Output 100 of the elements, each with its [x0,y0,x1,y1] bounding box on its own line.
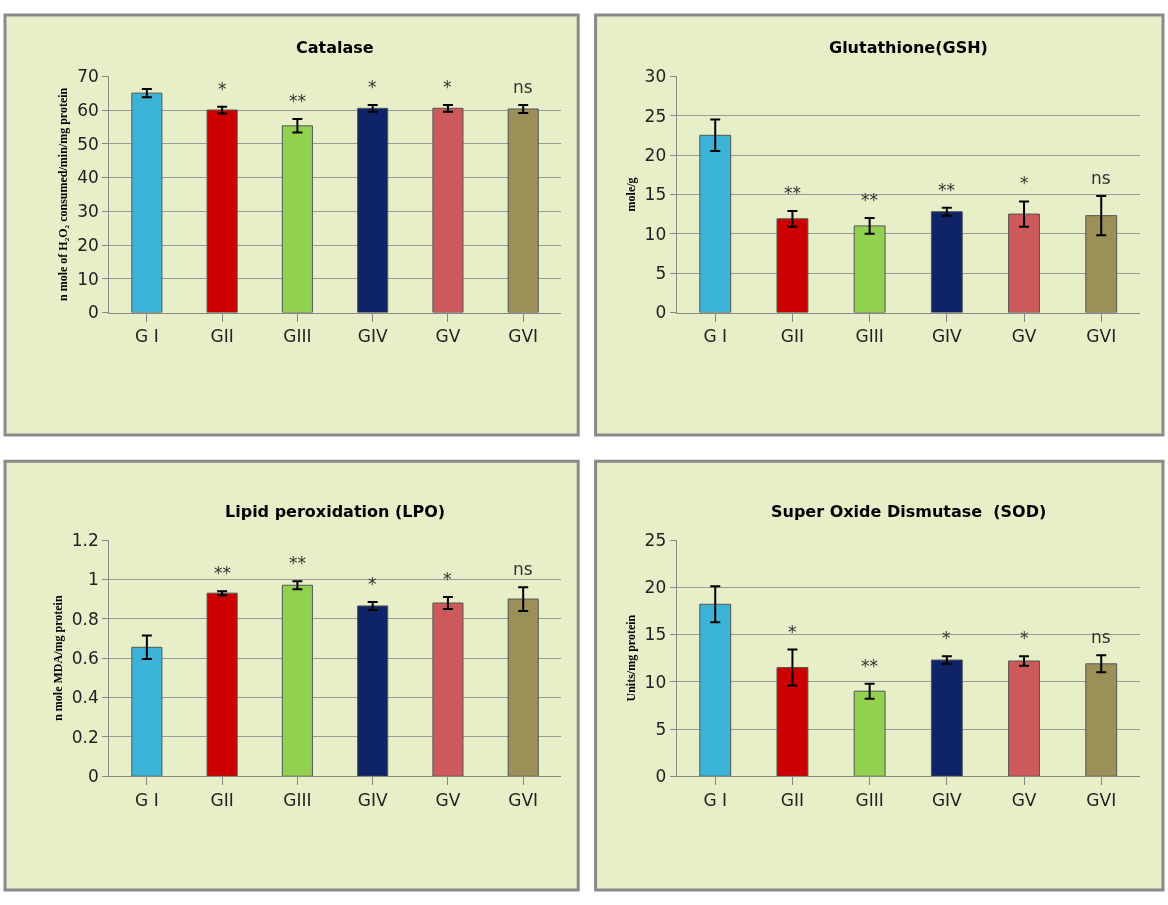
y-tick-label: 0.8 [71,608,99,629]
x-tick-label: GII [780,325,805,346]
y-axis-title: n mole of H₂O₂ consumed/min/mg protein [56,87,71,302]
y-tick-label: 20 [644,144,667,165]
y-tick-label: 0.4 [71,687,99,708]
data-label: * [368,77,377,97]
bar [131,92,163,313]
bar [1085,215,1118,313]
y-tick-label: 30 [77,201,99,222]
y-tick-label: 0.6 [71,648,99,669]
data-label: * [368,574,377,594]
data-label: ** [784,183,801,203]
data-label: * [443,77,452,97]
y-tick-label: 60 [77,99,99,120]
y-tick-label: 0 [87,766,99,787]
data-label: ** [861,190,878,210]
bar [206,592,238,777]
x-tick-label: GIV [357,789,388,810]
x-tick-label: GVI [1086,325,1117,346]
chart-title: Super Oxide Dismutase (SOD) [771,502,1047,521]
bar [432,107,464,313]
x-tick-label: GIII [283,789,312,810]
data-label: ns [1091,627,1111,647]
data-label: ns [513,77,533,97]
bar [131,646,163,777]
data-label: * [1020,173,1029,193]
bar [776,667,809,777]
x-tick-label: GVI [508,789,539,810]
x-tick-label: GII [210,325,234,346]
data-label: * [788,622,797,642]
x-tick-label: GIII [855,789,884,810]
data-label: ** [289,553,306,573]
y-axis-title: n mole MDA/mg protein [51,595,66,721]
data-label: ** [214,563,231,583]
y-tick-label: 5 [655,263,667,284]
bar [507,108,539,313]
y-tick-label: 10 [644,223,667,244]
y-tick-label: 15 [644,624,667,645]
x-tick-label: G I [703,789,728,810]
y-axis-title: Units/mg protein [623,614,638,702]
y-tick-label: 25 [644,529,667,550]
x-tick-label: GII [780,789,805,810]
bar [1008,213,1040,313]
bar [930,659,963,777]
y-tick-label: 20 [77,234,99,255]
x-tick-label: G I [135,325,159,346]
x-tick-label: GV [435,325,461,346]
y-tick-label: 0 [655,766,667,787]
data-label: ns [1091,168,1111,188]
y-tick-label: 70 [77,66,99,87]
y-tick-label: 1 [87,569,99,590]
y-tick-label: 0 [655,302,667,323]
y-tick-label: 10 [644,671,667,692]
x-tick-label: GVI [1086,789,1117,810]
bar [1085,663,1118,777]
data-label: ** [938,180,955,200]
x-tick-label: GIII [855,325,884,346]
chart-title: Lipid peroxidation (LPO) [225,502,446,521]
data-label: ** [289,91,306,111]
x-tick-label: GIV [931,325,963,346]
bar [699,134,732,313]
y-tick-label: 50 [77,133,99,154]
x-tick-label: GV [1011,789,1037,810]
x-tick-label: GVI [508,325,539,346]
bar [281,584,313,777]
bar [699,603,732,777]
bar [357,605,389,777]
y-tick-label: 0.2 [71,726,99,747]
data-label: ns [513,559,533,579]
bar [507,598,539,777]
data-label: * [218,79,227,99]
bar [853,690,886,777]
y-tick-label: 0 [87,302,99,323]
data-label: * [942,628,951,648]
y-tick-label: 5 [655,718,667,739]
x-tick-label: G I [703,325,728,346]
y-tick-label: 20 [644,577,667,598]
chart-title: Glutathione(GSH) [829,38,988,57]
chart-title: Catalase [296,38,374,57]
bar [357,107,389,313]
bar [281,125,313,313]
y-tick-label: 1.2 [71,529,99,550]
bar [1008,660,1040,777]
x-tick-label: GV [435,789,461,810]
bar [930,211,963,313]
x-tick-label: GV [1011,325,1037,346]
x-tick-label: GIV [931,789,963,810]
x-tick-label: GIII [283,325,312,346]
data-label: * [443,569,452,589]
x-tick-label: GIV [357,325,388,346]
bar [776,218,809,313]
bar [853,225,886,313]
y-tick-label: 30 [644,66,667,87]
data-label: ** [861,656,878,676]
bar [432,602,464,777]
x-tick-label: GII [210,789,234,810]
y-tick-label: 40 [77,167,99,188]
y-axis-title: mole/g [623,177,638,212]
data-label: * [1020,628,1029,648]
y-tick-label: 10 [77,268,99,289]
